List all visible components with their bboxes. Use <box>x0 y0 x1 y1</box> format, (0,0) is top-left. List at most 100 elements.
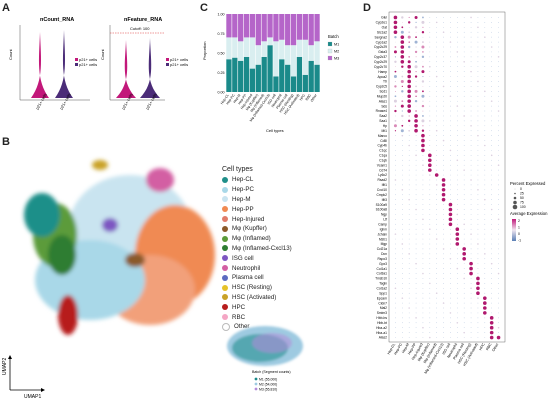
dot <box>436 95 438 97</box>
dot <box>463 46 465 48</box>
dot <box>443 233 444 235</box>
cell-type-label: Neutrophil <box>232 264 261 272</box>
dot <box>436 337 438 338</box>
dot <box>395 268 396 269</box>
dot <box>498 263 499 265</box>
ncount-title: nCount_RNA <box>40 17 74 23</box>
percent-expressed-title: Percent Expressed <box>510 181 546 186</box>
dot <box>497 110 500 112</box>
dot <box>470 292 472 294</box>
dot <box>402 71 403 72</box>
cell-type-label: Hep-CL <box>232 176 254 184</box>
dot <box>470 253 472 255</box>
dot <box>463 120 465 122</box>
dot <box>422 317 424 319</box>
dot <box>477 31 479 33</box>
dot <box>443 36 444 38</box>
dot <box>436 199 438 201</box>
dot <box>456 204 458 205</box>
dot <box>422 90 424 93</box>
cell-type-legend-item: RBC <box>222 312 292 322</box>
cell-type-label: Mφ (Kupffer) <box>232 225 267 233</box>
dot <box>463 26 465 28</box>
legend-label: M2 <box>334 49 339 53</box>
dot <box>436 51 438 53</box>
dot <box>436 194 438 196</box>
dot <box>421 119 425 123</box>
dot <box>484 17 486 18</box>
dot <box>491 278 493 279</box>
dot <box>421 80 425 83</box>
dot <box>395 327 396 329</box>
dot <box>429 292 431 294</box>
cluster-neutrophil <box>146 168 174 192</box>
dot <box>429 312 431 314</box>
dot <box>443 209 444 210</box>
dot <box>443 263 444 265</box>
dot <box>415 248 417 250</box>
dot <box>443 135 444 136</box>
dot <box>463 81 465 82</box>
dot <box>401 179 403 181</box>
cell-type-swatch <box>222 274 228 281</box>
cell-type-legend-item: Hep-PP <box>222 204 292 214</box>
dot <box>436 317 438 319</box>
dot <box>476 281 480 286</box>
cell-type-swatch <box>222 206 228 213</box>
dot <box>470 317 472 319</box>
dot <box>484 115 486 117</box>
dot <box>498 26 499 28</box>
dot <box>407 45 411 49</box>
cell-type-label: HSC (Resting) <box>232 284 272 292</box>
dot <box>429 243 431 245</box>
dot <box>477 95 479 97</box>
dot <box>422 292 424 294</box>
dot <box>463 337 465 338</box>
dot <box>443 120 444 122</box>
dot <box>442 248 445 250</box>
dot <box>456 125 458 127</box>
dot-plot-dots <box>393 15 501 340</box>
dot <box>463 86 465 87</box>
dot <box>498 268 499 269</box>
dot <box>484 194 486 196</box>
dot <box>436 120 438 122</box>
dot <box>498 253 499 255</box>
umap2-label: UMAP2 <box>2 358 8 375</box>
cell-type-legend-item: ISG cell <box>222 253 292 263</box>
cell-type-legend-item: Mφ (Inflamed-Cxcl13) <box>222 244 292 254</box>
percent-legend-label: 75 <box>520 201 524 205</box>
bar-segment <box>226 14 232 38</box>
panel-label-d: D <box>363 2 371 14</box>
dot <box>393 124 397 128</box>
dot <box>463 292 465 294</box>
dot <box>415 287 417 289</box>
dot <box>477 174 479 176</box>
dot <box>463 90 465 92</box>
dot <box>477 302 479 304</box>
dot <box>470 66 472 68</box>
dot <box>477 134 479 137</box>
dot <box>498 90 499 92</box>
cluster-isg <box>102 218 118 232</box>
dot <box>449 149 452 152</box>
dot <box>415 60 417 63</box>
dot <box>436 71 438 72</box>
dot <box>449 95 452 98</box>
dot <box>484 66 486 68</box>
dot <box>498 51 499 53</box>
dot <box>443 283 444 284</box>
dot <box>477 214 479 215</box>
x-tick-label: ISG cell <box>267 93 277 105</box>
dot <box>491 90 493 92</box>
cluster-hsc <box>92 160 108 170</box>
dot <box>429 120 431 122</box>
dot <box>395 238 396 240</box>
dot <box>415 179 417 181</box>
dot <box>429 332 431 333</box>
dot <box>395 150 396 151</box>
gene-label: Ifit1 <box>382 183 387 187</box>
dot <box>436 214 438 215</box>
dot <box>429 41 431 43</box>
dot <box>450 145 451 146</box>
